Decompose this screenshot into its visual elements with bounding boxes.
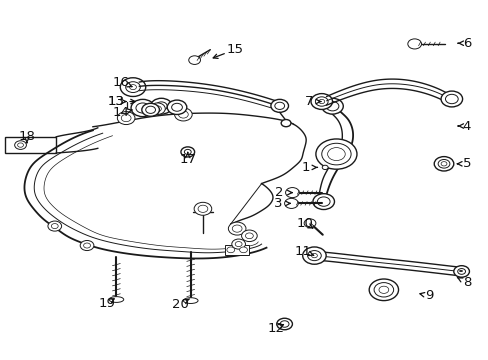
Circle shape (194, 202, 211, 215)
Circle shape (181, 147, 194, 157)
Text: 9: 9 (424, 289, 433, 302)
Circle shape (440, 91, 462, 107)
Circle shape (131, 99, 154, 117)
Circle shape (302, 247, 325, 264)
Text: 19: 19 (98, 297, 115, 310)
Circle shape (284, 198, 298, 208)
Circle shape (188, 56, 200, 64)
Text: 11: 11 (294, 245, 311, 258)
Circle shape (149, 103, 165, 114)
Circle shape (231, 239, 245, 249)
Circle shape (15, 141, 26, 149)
Text: 6: 6 (462, 37, 470, 50)
Circle shape (276, 318, 292, 330)
Circle shape (226, 247, 234, 253)
Polygon shape (5, 137, 56, 153)
Circle shape (120, 78, 145, 96)
Circle shape (310, 94, 332, 109)
Text: 4: 4 (462, 120, 470, 132)
Circle shape (241, 230, 257, 242)
Text: 3: 3 (273, 197, 282, 210)
Circle shape (453, 266, 468, 277)
Text: 2: 2 (275, 186, 284, 199)
Polygon shape (224, 245, 249, 255)
Text: 10: 10 (296, 217, 313, 230)
Circle shape (80, 240, 94, 251)
Ellipse shape (183, 298, 198, 303)
Circle shape (281, 120, 290, 127)
Circle shape (304, 219, 315, 228)
Text: 14: 14 (113, 106, 129, 119)
Circle shape (239, 247, 247, 253)
Circle shape (167, 100, 186, 114)
Text: 7: 7 (304, 95, 313, 108)
Text: 1: 1 (301, 161, 309, 174)
Circle shape (433, 157, 453, 171)
Circle shape (368, 279, 398, 301)
Circle shape (48, 221, 61, 231)
Circle shape (117, 112, 135, 125)
Circle shape (321, 98, 343, 114)
Text: 13: 13 (108, 95, 124, 108)
Circle shape (407, 39, 421, 49)
Circle shape (285, 188, 299, 198)
Text: 17: 17 (179, 153, 196, 166)
Circle shape (174, 108, 192, 121)
Circle shape (142, 103, 159, 116)
Text: 15: 15 (226, 43, 243, 56)
Text: 5: 5 (462, 157, 470, 170)
Circle shape (315, 139, 356, 169)
Text: 18: 18 (19, 130, 35, 143)
Text: 12: 12 (267, 322, 284, 335)
Circle shape (312, 194, 334, 210)
Circle shape (270, 99, 288, 112)
Text: 8: 8 (462, 276, 470, 289)
Circle shape (322, 165, 327, 170)
Text: 13: 13 (108, 95, 124, 108)
Circle shape (150, 98, 172, 114)
Circle shape (228, 222, 245, 235)
Text: 16: 16 (113, 76, 129, 89)
Text: 20: 20 (171, 298, 188, 311)
Ellipse shape (109, 297, 123, 302)
